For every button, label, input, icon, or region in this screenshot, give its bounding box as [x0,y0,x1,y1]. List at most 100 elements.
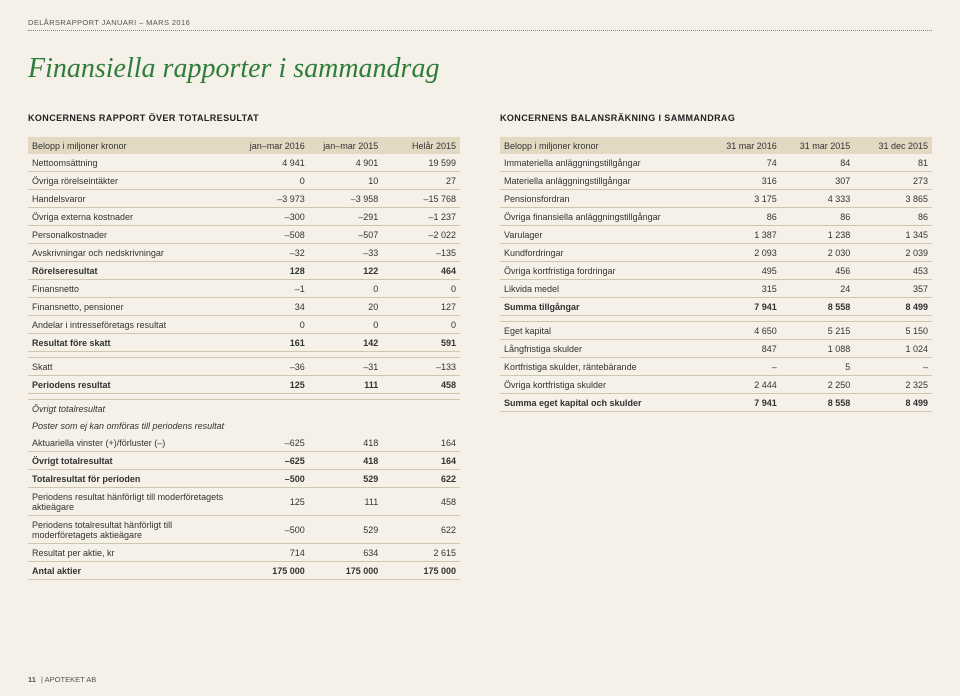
cell-value: –31 [309,358,382,376]
cell-value: 5 215 [781,322,854,340]
table-row: Periodens totalresultat hänförligt till … [28,516,460,544]
income-statement-title: KONCERNENS RAPPORT ÖVER TOTALRESULTAT [28,113,460,123]
cell-value: 4 650 [707,322,780,340]
cell-value: 125 [235,488,308,516]
page-title: Finansiella rapporter i sammandrag [28,53,932,85]
row-label: Andelar i intresseföretags resultat [28,316,235,334]
cell-value [382,417,460,434]
cell-value: 2 039 [854,244,932,262]
cell-value: 5 150 [854,322,932,340]
cell-value: 27 [382,172,460,190]
cell-value: 458 [382,488,460,516]
table-row: Totalresultat för perioden–500529622 [28,470,460,488]
table-row: Personalkostnader–508–507–2 022 [28,226,460,244]
cell-value: 529 [309,470,382,488]
cell-value: 1 238 [781,226,854,244]
table-row: Rörelseresultat128122464 [28,262,460,280]
table-row: Resultat före skatt161142591 [28,334,460,352]
cell-value: 4 941 [235,154,308,172]
cell-value: –1 237 [382,208,460,226]
cell-value: –500 [235,516,308,544]
cell-value: 307 [781,172,854,190]
cell-value: –508 [235,226,308,244]
cell-value: 175 000 [235,562,308,580]
table-row: Övriga kortfristiga fordringar495456453 [500,262,932,280]
cell-value: 847 [707,340,780,358]
table-row: Nettoomsättning4 9414 90119 599 [28,154,460,172]
cell-value: 418 [309,434,382,452]
cell-value: 0 [382,316,460,334]
cell-value: 453 [854,262,932,280]
cell-value: 2 615 [382,544,460,562]
cell-value: 1 387 [707,226,780,244]
cell-value: 273 [854,172,932,190]
row-label: Summa tillgångar [500,298,707,316]
cell-value: 111 [309,376,382,394]
cell-value: 8 558 [781,298,854,316]
row-label: Övriga kortfristiga fordringar [500,262,707,280]
table-row: Avskrivningar och nedskrivningar–32–33–1… [28,244,460,262]
income-statement-table: Belopp i miljoner kronor jan–mar 2016 ja… [28,137,460,580]
cell-value: –133 [382,358,460,376]
table-row: Övriga externa kostnader–300–291–1 237 [28,208,460,226]
cell-value: 1 024 [854,340,932,358]
table-row: Kortfristiga skulder, räntebärande–5– [500,358,932,376]
income-statement-column: KONCERNENS RAPPORT ÖVER TOTALRESULTAT Be… [28,113,460,580]
cell-value: 4 333 [781,190,854,208]
table-row: Handelsvaror–3 973–3 958–15 768 [28,190,460,208]
col-head: 31 mar 2016 [707,137,780,154]
row-label: Immateriella anläggningstillgångar [500,154,707,172]
page-root: DELÅRSRAPPORT JANUARI – MARS 2016 Finans… [0,0,960,580]
table-row: Aktuariella vinster (+)/förluster (–)–62… [28,434,460,452]
table-row: Kundfordringar2 0932 0302 039 [500,244,932,262]
cell-value: 34 [235,298,308,316]
cell-value: 357 [854,280,932,298]
table-row: Materiella anläggningstillgångar31630727… [500,172,932,190]
row-label: Resultat per aktie, kr [28,544,235,562]
cell-value: 125 [235,376,308,394]
cell-value: 316 [707,172,780,190]
cell-value: 4 901 [309,154,382,172]
table-row: Långfristiga skulder8471 0881 024 [500,340,932,358]
cell-value: 122 [309,262,382,280]
col-head: Helår 2015 [382,137,460,154]
cell-value: 2 093 [707,244,780,262]
row-label: Antal aktier [28,562,235,580]
row-label: Finansnetto, pensioner [28,298,235,316]
cell-value: 0 [235,316,308,334]
cell-value: –15 768 [382,190,460,208]
cell-value: 2 250 [781,376,854,394]
cell-value: 458 [382,376,460,394]
cell-value: 7 941 [707,394,780,412]
row-label: Eget kapital [500,322,707,340]
cell-value [309,417,382,434]
table-row: Övriga finansiella anläggningstillgångar… [500,208,932,226]
cell-value: 0 [309,316,382,334]
cell-value: 456 [781,262,854,280]
row-label: Avskrivningar och nedskrivningar [28,244,235,262]
row-label: Periodens resultat [28,376,235,394]
cell-value: 622 [382,516,460,544]
col-head: 31 dec 2015 [854,137,932,154]
cell-value: 86 [707,208,780,226]
row-label: Långfristiga skulder [500,340,707,358]
row-label: Periodens resultat hänförligt till moder… [28,488,235,516]
cell-value: 714 [235,544,308,562]
cell-value: –36 [235,358,308,376]
cell-value: 1 088 [781,340,854,358]
cell-value: 20 [309,298,382,316]
cell-value [309,400,382,418]
cell-value: 19 599 [382,154,460,172]
row-label: Periodens totalresultat hänförligt till … [28,516,235,544]
cell-value: 8 499 [854,298,932,316]
cell-value: 1 345 [854,226,932,244]
table-row: Periodens resultat125111458 [28,376,460,394]
row-label: Materiella anläggningstillgångar [500,172,707,190]
table-row: Poster som ej kan omföras till periodens… [28,417,460,434]
cell-value: 161 [235,334,308,352]
cell-value: –500 [235,470,308,488]
col-head: jan–mar 2016 [235,137,308,154]
row-label: Handelsvaror [28,190,235,208]
balance-sheet-table: Belopp i miljoner kronor 31 mar 2016 31 … [500,137,932,412]
row-label: Likvida medel [500,280,707,298]
